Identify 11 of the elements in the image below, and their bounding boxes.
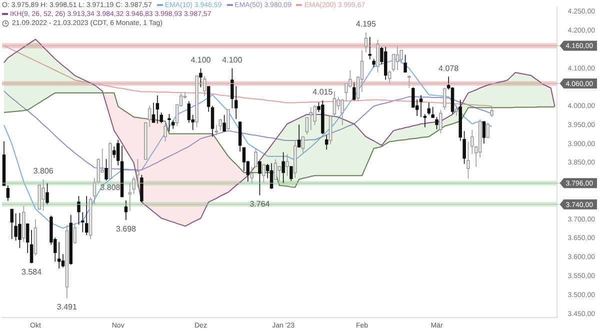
annotation: 3.806: [33, 166, 54, 176]
annotation: 3.584: [22, 267, 42, 276]
annotation: 3.698: [116, 224, 137, 234]
annotation: 3.764: [250, 199, 270, 208]
annotation: 4.078: [438, 64, 460, 73]
annotation: 4.015: [312, 88, 334, 97]
annotation: 4.100: [222, 56, 243, 65]
annotation: 4.195: [356, 20, 376, 29]
annotation: 4.100: [190, 56, 212, 65]
annotation: 3.491: [56, 302, 78, 312]
annotation: 3.808: [100, 182, 121, 192]
